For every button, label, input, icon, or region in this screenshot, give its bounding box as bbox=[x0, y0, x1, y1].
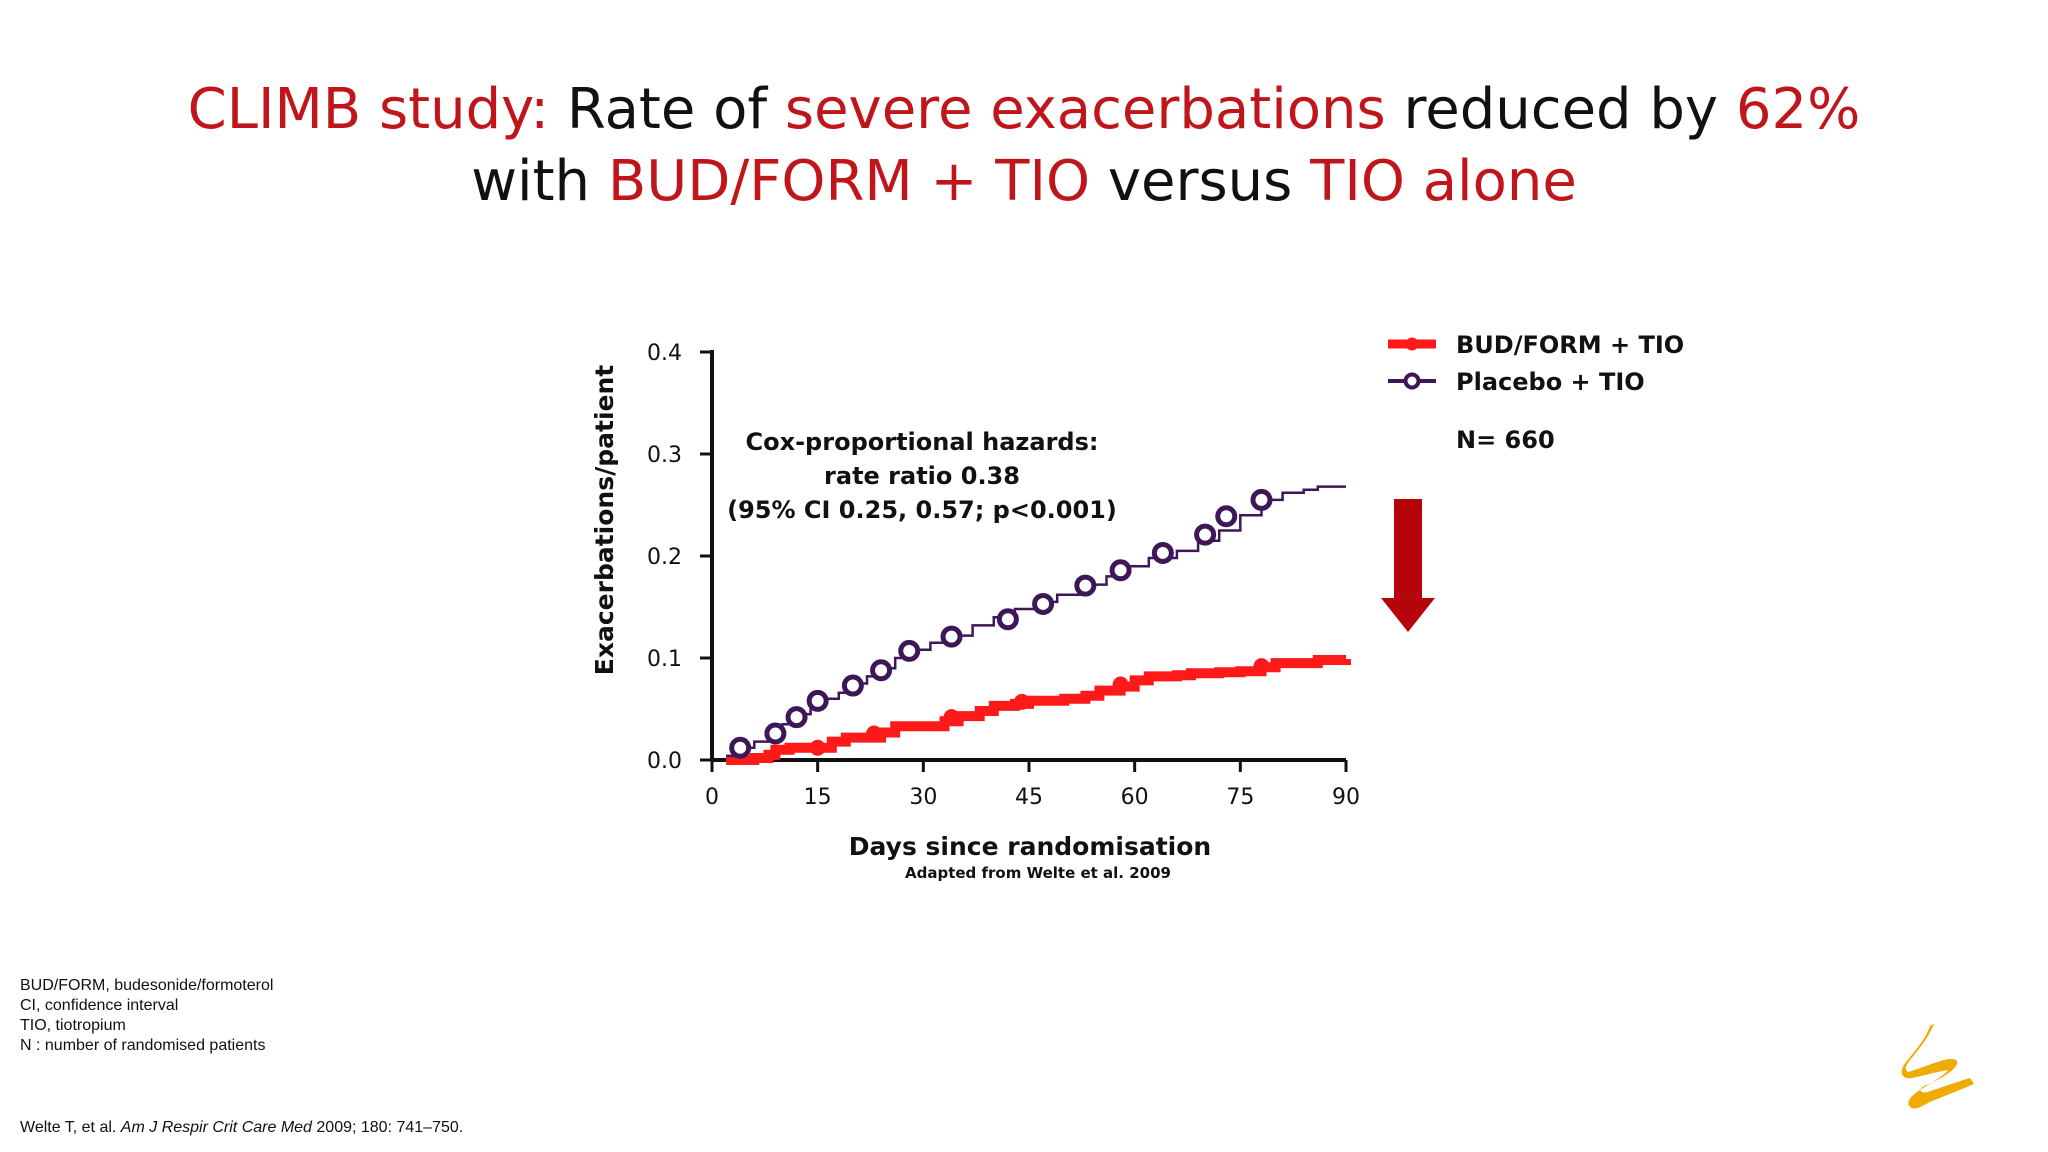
bud-form-tio-point bbox=[1013, 693, 1030, 710]
footnote-line: CI, confidence interval bbox=[20, 997, 179, 1014]
placebo-tio-line bbox=[726, 485, 1346, 758]
y-tick-label: 0.0 bbox=[647, 749, 682, 774]
title-segment: Rate of bbox=[549, 77, 785, 142]
title-segment: CLIMB study: bbox=[187, 77, 550, 142]
placebo-tio-point bbox=[729, 736, 752, 759]
title-segment: severe exacerbations bbox=[784, 77, 1386, 142]
title-segment: versus bbox=[1090, 149, 1311, 214]
x-tick-label: 15 bbox=[804, 785, 832, 810]
reference-journal: Am J Respir Crit Care Med bbox=[120, 1119, 312, 1136]
title-segment: TIO alone bbox=[1310, 149, 1577, 214]
placebo-tio-point bbox=[1074, 574, 1097, 597]
x-tick-label: 75 bbox=[1226, 785, 1254, 810]
x-tick-label: 60 bbox=[1121, 785, 1149, 810]
y-tick-label: 0.4 bbox=[647, 341, 682, 366]
placebo-tio-point bbox=[764, 722, 787, 745]
chart-series bbox=[726, 485, 1351, 765]
hazards-annotation-line: (95% CI 0.25, 0.57; p<0.001) bbox=[727, 496, 1117, 524]
bud-form-tio-point bbox=[809, 739, 826, 756]
slide-title: CLIMB study: Rate of severe exacerbation… bbox=[0, 74, 2048, 218]
down-arrow-shape bbox=[1381, 499, 1435, 632]
chart-text: Days since randomisation Adapted from Wel… bbox=[590, 365, 1211, 882]
placebo-tio-point bbox=[785, 706, 808, 729]
placebo-tio-point bbox=[806, 689, 829, 712]
reference-details: 2009; 180: 741–750. bbox=[311, 1119, 464, 1136]
hazards-annotation-line: rate ratio 0.38 bbox=[824, 462, 1020, 490]
legend-swatch-marker bbox=[1405, 337, 1419, 351]
placebo-tio-point bbox=[870, 659, 893, 682]
title-segment: BUD/FORM + TIO bbox=[607, 149, 1091, 214]
placebo-tio-point bbox=[1032, 592, 1055, 615]
y-axis-title: Exacerbations/patient bbox=[590, 365, 619, 675]
astrazeneca-logo-icon bbox=[1901, 1024, 1974, 1109]
footnote-line: BUD/FORM, budesonide/formoterol bbox=[20, 977, 274, 994]
title-line-1: CLIMB study: Rate of severe exacerbation… bbox=[0, 74, 2048, 146]
placebo-tio-point bbox=[898, 639, 921, 662]
chart-source: Adapted from Welte et al. 2009 bbox=[905, 864, 1171, 882]
x-axis-title: Days since randomisation bbox=[849, 832, 1211, 861]
y-tick-label: 0.1 bbox=[647, 647, 682, 672]
x-tick-label: 0 bbox=[705, 785, 719, 810]
legend-swatch-marker bbox=[1403, 372, 1421, 390]
exacerbation-chart: 0 15 30 45 60 75 90 0.0 0.1 0.2 0.3 0.4 Days since … bbox=[590, 331, 1684, 882]
reference-authors: Welte T, et al. bbox=[20, 1119, 121, 1136]
placebo-tio-point bbox=[940, 625, 963, 648]
legend-label: BUD/FORM + TIO bbox=[1456, 331, 1684, 359]
title-segment: with bbox=[471, 149, 608, 214]
title-line-2: with BUD/FORM + TIO versus TIO alone bbox=[0, 146, 2048, 218]
chart-legend: BUD/FORM + TIO Placebo + TIO N= 660 bbox=[1388, 331, 1684, 454]
placebo-tio-point bbox=[996, 608, 1019, 631]
bud-form-tio-point bbox=[1253, 658, 1270, 675]
bud-form-tio-point bbox=[866, 725, 883, 742]
footnote-line: TIO, tiotropium bbox=[20, 1017, 126, 1034]
y-tick-label: 0.2 bbox=[647, 545, 682, 570]
placebo-tio-point bbox=[1215, 505, 1238, 528]
reference-citation: Welte T, et al. Am J Respir Crit Care Me… bbox=[20, 1119, 463, 1137]
title-segment: reduced by bbox=[1385, 77, 1736, 142]
hazards-annotation-line: Cox-proportional hazards: bbox=[746, 428, 1099, 456]
footnote-line: N : number of randomised patients bbox=[20, 1037, 266, 1054]
title-segment: 62% bbox=[1735, 77, 1861, 142]
placebo-tio-point bbox=[1250, 488, 1273, 511]
reduction-arrow-icon bbox=[1381, 499, 1435, 632]
placebo-tio-point bbox=[1194, 523, 1217, 546]
sample-size-label: N= 660 bbox=[1456, 426, 1555, 454]
placebo-tio-point bbox=[841, 674, 864, 697]
legend-label: Placebo + TIO bbox=[1456, 368, 1645, 396]
chart-axes: 0 15 30 45 60 75 90 0.0 0.1 0.2 0.3 0.4 bbox=[647, 341, 1360, 810]
placebo-tio-point bbox=[1151, 541, 1174, 564]
x-tick-label: 30 bbox=[909, 785, 937, 810]
x-tick-label: 90 bbox=[1332, 785, 1360, 810]
x-tick-label: 45 bbox=[1015, 785, 1043, 810]
abbreviation-footnotes: BUD/FORM, budesonide/formoterol CI, conf… bbox=[20, 976, 273, 1056]
bud-form-tio-point bbox=[943, 709, 960, 726]
placebo-tio-point bbox=[1109, 559, 1132, 582]
bud-form-tio-point bbox=[1112, 676, 1129, 693]
y-tick-label: 0.3 bbox=[647, 443, 682, 468]
